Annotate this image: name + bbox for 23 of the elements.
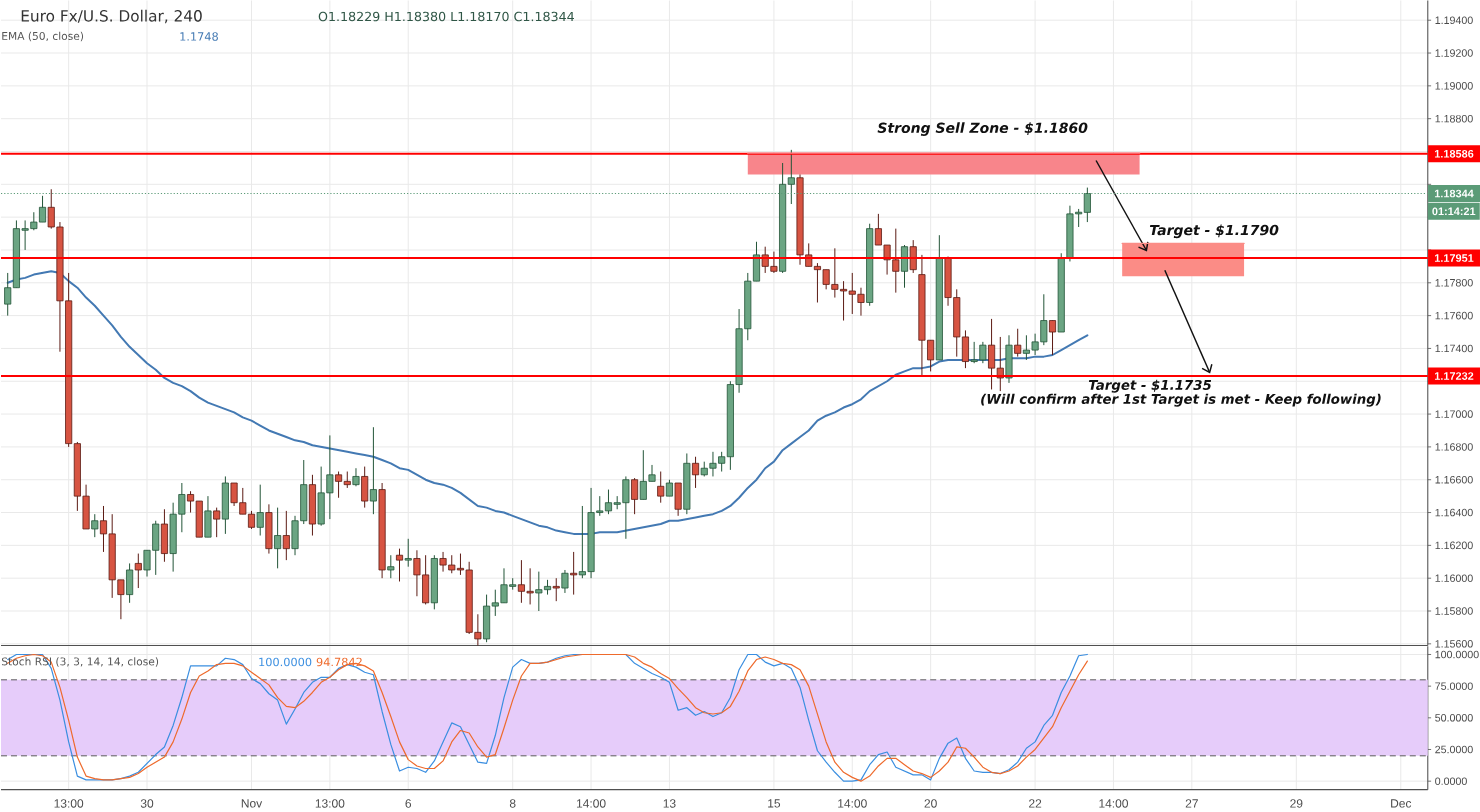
x-tick-label: 14:00 <box>838 799 867 808</box>
x-tick-label: 13:00 <box>54 799 84 808</box>
annotation: 100.0000 <box>259 657 312 667</box>
x-tick-label: 22 <box>1029 799 1042 808</box>
x-tick-label: Nov <box>241 799 263 808</box>
x-tick-label: 27 <box>1185 799 1198 808</box>
x-tick-label: 29 <box>1290 799 1303 808</box>
annotation: 94.7842 <box>316 657 362 667</box>
y-tick-label: 25.0000 <box>1435 745 1473 754</box>
x-tick-label: 13 <box>663 799 676 808</box>
x-tick-label: 8 <box>509 799 516 808</box>
x-tick-label: 30 <box>140 799 154 808</box>
x-tick-label: Dec <box>1391 799 1412 808</box>
x-tick-label: 14:00 <box>1099 799 1129 808</box>
x-tick-label: 14:00 <box>576 799 606 808</box>
x-tick-label: 20 <box>924 799 937 808</box>
y-tick-label: 0.0000 <box>1435 777 1467 786</box>
x-tick-label: 13:00 <box>315 799 345 808</box>
y-tick-label: 75.0000 <box>1435 682 1473 690</box>
x-tick-label: 6 <box>405 799 412 808</box>
y-tick-label: 50.0000 <box>1435 714 1473 722</box>
x-tick-label: 15 <box>768 799 781 808</box>
y-tick-label: 100.0000 <box>1435 650 1479 659</box>
